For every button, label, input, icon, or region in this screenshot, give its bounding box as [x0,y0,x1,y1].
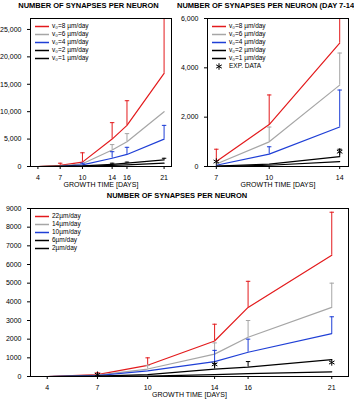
svg-text:8000: 8000 [6,223,22,230]
html-text:22µm/day: 22µm/day [52,212,81,219]
html-text:v₀=4 µm/day: v₀=4 µm/day [229,38,266,45]
svg-text:16: 16 [123,174,131,182]
html-text:10µm/day: 10µm/day [52,228,81,235]
svg-text:4,000: 4,000 [181,64,199,71]
svg-text:14: 14 [336,174,344,181]
svg-text:0: 0 [18,163,22,170]
svg-text:7: 7 [95,384,99,391]
svg-text:9000: 9000 [6,205,22,212]
html-text:v₀=6 µm/day: v₀=6 µm/day [52,30,89,37]
svg-text:16: 16 [244,384,252,391]
svg-text:7000: 7000 [6,242,22,249]
html-text:v₀=2 µm/day: v₀=2 µm/day [229,46,266,53]
svg-text:4000: 4000 [6,298,22,305]
svg-text:25,000: 25,000 [0,26,22,33]
svg-text:4: 4 [36,174,40,181]
svg-text:10: 10 [265,174,274,182]
svg-text:GROWTH TIME [DAYS]: GROWTH TIME [DAYS] [241,181,316,189]
svg-text:2000: 2000 [6,335,22,342]
svg-text:2,000: 2,000 [181,113,199,120]
svg-text:3000: 3000 [6,317,22,324]
svg-text:4: 4 [45,384,49,391]
svg-text:6,000: 6,000 [181,15,199,22]
svg-text:5,000: 5,000 [4,135,22,142]
html-text:6µm/day: 6µm/day [52,236,78,243]
html-text:v₀=1 µm/day: v₀=1 µm/day [229,54,266,61]
svg-text:21: 21 [160,174,168,181]
svg-text:0: 0 [18,373,22,380]
html-text:NUMBER OF SYNAPSES PER NEURON: NUMBER OF SYNAPSES PER NEURON [106,191,248,200]
html-text:v₀=8 µm/day: v₀=8 µm/day [229,22,266,29]
svg-text:0: 0 [195,163,199,170]
svg-text:6000: 6000 [6,261,22,268]
html-text:14µm/day: 14µm/day [52,220,81,227]
svg-text:7: 7 [58,174,62,181]
svg-text:10: 10 [144,384,152,391]
svg-text:20,000: 20,000 [0,53,22,60]
svg-text:5000: 5000 [6,279,22,286]
svg-text:1000: 1000 [6,354,22,361]
svg-text:GROWTH TIME [DAYS]: GROWTH TIME [DAYS] [64,181,139,189]
svg-text:10: 10 [78,174,87,182]
html-text:v₀=1 µm/day: v₀=1 µm/day [52,54,89,61]
svg-text:15,000: 15,000 [0,81,22,88]
svg-text:21: 21 [328,384,336,391]
html-text:NUMBER OF SYNAPSES PER NEURON: NUMBER OF SYNAPSES PER NEURON [18,1,159,10]
html-text:v₀=2 µm/day: v₀=2 µm/day [52,46,89,53]
svg-text:7: 7 [214,174,218,181]
svg-text:14: 14 [108,174,116,182]
html-text:v₀=8 µm/day: v₀=8 µm/day [52,22,89,29]
svg-text:10,000: 10,000 [0,108,22,115]
html-text:2µm/day: 2µm/day [52,244,78,251]
svg-text:GROWTH TIME [DAYS]: GROWTH TIME [DAYS] [152,391,227,399]
html-text:v₀=6 µm/day: v₀=6 µm/day [229,30,266,37]
html-text:EXP. DATA: EXP. DATA [229,62,262,69]
svg-text:14: 14 [210,384,219,392]
html-text:v₀=4 µm/day: v₀=4 µm/day [52,38,89,45]
